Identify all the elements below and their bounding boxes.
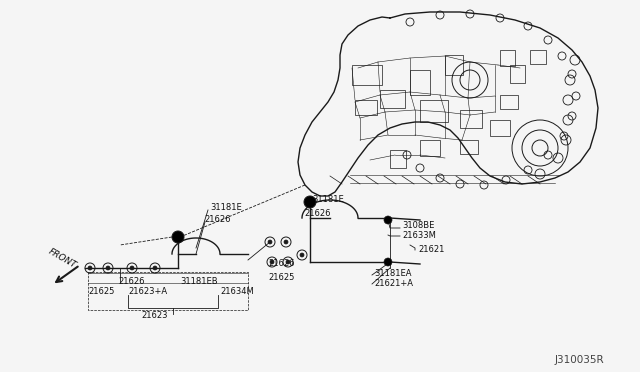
- Text: 31181EA: 31181EA: [374, 269, 412, 278]
- Circle shape: [384, 258, 392, 266]
- Text: 21626: 21626: [268, 260, 294, 269]
- Text: 21626: 21626: [204, 215, 230, 224]
- Circle shape: [300, 253, 304, 257]
- Circle shape: [172, 231, 184, 243]
- Text: 31181EB: 31181EB: [180, 278, 218, 286]
- Text: 21625: 21625: [88, 288, 115, 296]
- Text: 21626: 21626: [304, 209, 330, 218]
- Circle shape: [304, 196, 316, 208]
- Circle shape: [286, 260, 290, 264]
- Circle shape: [153, 266, 157, 270]
- Text: 31181E: 31181E: [312, 196, 344, 205]
- Circle shape: [284, 240, 288, 244]
- Circle shape: [106, 266, 110, 270]
- Text: 21625: 21625: [268, 273, 294, 282]
- Text: FRONT: FRONT: [47, 247, 77, 270]
- Text: J310035R: J310035R: [555, 355, 605, 365]
- Text: 21623: 21623: [141, 311, 168, 321]
- Circle shape: [88, 266, 92, 270]
- Text: 3108BE: 3108BE: [402, 221, 435, 231]
- Circle shape: [270, 260, 274, 264]
- Text: 21633M: 21633M: [402, 231, 436, 241]
- Text: 21621: 21621: [418, 246, 444, 254]
- Circle shape: [130, 266, 134, 270]
- Text: 21634M: 21634M: [220, 288, 253, 296]
- Circle shape: [268, 240, 272, 244]
- Circle shape: [384, 216, 392, 224]
- Text: 21623+A: 21623+A: [128, 288, 167, 296]
- Text: 31181E: 31181E: [210, 203, 242, 212]
- Text: 21621+A: 21621+A: [374, 279, 413, 289]
- Text: 21626: 21626: [118, 278, 145, 286]
